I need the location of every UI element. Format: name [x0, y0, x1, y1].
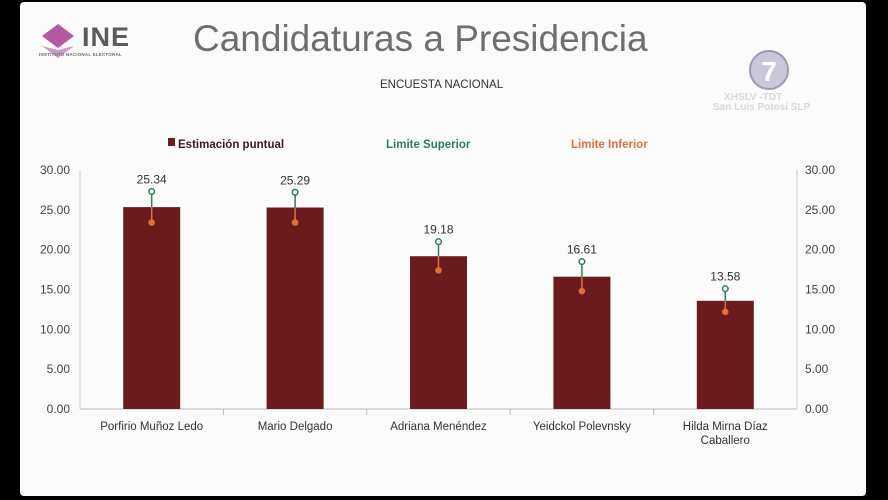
bar-0: [123, 207, 181, 409]
channel-logo-circle: [749, 50, 789, 90]
chart-bars: 25.34 Porfirio Muñoz Ledo 25.29 Mario Delga…: [100, 173, 768, 447]
data-label-0: 25.34: [137, 173, 167, 187]
chart-legend: Estimación puntual Limite Superior Limit…: [168, 138, 648, 151]
bar-4: [696, 300, 754, 409]
upper-limit-point-1: [291, 188, 299, 196]
y-tick-right-6: 30.00: [805, 163, 835, 177]
y-tick-left-4: 20.00: [40, 243, 70, 257]
watermark-line1: XHSLV -TDT: [724, 92, 783, 103]
page-title: Candidaturas a Presidencia: [193, 18, 648, 59]
bar-1: [266, 207, 324, 409]
ine-chevron-shape: [42, 46, 74, 58]
upper-limit-point-0: [148, 187, 156, 196]
ine-logo-icon: [42, 24, 74, 58]
category-label-2: Adriana Menéndez: [390, 421, 487, 433]
y-tick-left-2: 10.00: [40, 322, 70, 336]
y-tick-right-1: 5.00: [805, 362, 829, 376]
y-tick-left-0: 0.00: [47, 402, 71, 416]
ine-diamond-shape: [42, 24, 74, 48]
legend-label-inferior: Limite Inferior: [571, 139, 648, 151]
y-tick-left-6: 30.00: [40, 163, 70, 177]
upper-limit-point-3: [578, 258, 586, 266]
lower-limit-point-0: [148, 219, 155, 226]
y-tick-right-4: 20.00: [805, 243, 835, 257]
lower-limit-point-3: [578, 287, 586, 295]
legend-label-superior: Limite Superior: [386, 139, 471, 151]
legend-swatch-estimacion: [168, 138, 175, 146]
data-label-1: 25.29: [280, 173, 310, 187]
lower-limit-point-2: [435, 267, 442, 274]
data-label-3: 16.61: [567, 243, 597, 257]
logo-subtext: INSTITUTO NACIONAL ELECTORAL: [39, 52, 122, 57]
category-label-4-line1: Hilda Mirna Díaz: [683, 421, 768, 433]
bar-2: [410, 256, 467, 409]
y-tick-right-0: 0.00: [805, 402, 829, 416]
chart-axes: 0.00 0.00 5.00 5.00 10.00 10.00 15.00 15.00 20.0…: [40, 163, 835, 416]
upper-limit-point-4: [721, 285, 729, 293]
logo-text: INE: [82, 22, 131, 52]
category-label-1: Mario Delgado: [258, 421, 333, 433]
lower-limit-point-4: [722, 308, 729, 316]
channel-logo-icon: 7: [749, 50, 789, 90]
y-tick-right-2: 10.00: [805, 322, 835, 336]
category-label-0: Porfirio Muñoz Ledo: [100, 421, 203, 433]
category-label-3: Yeidckol Polevnsky: [533, 421, 631, 433]
y-tick-left-1: 5.00: [47, 362, 71, 376]
bar-3: [553, 276, 611, 409]
data-label-2: 19.18: [423, 223, 453, 237]
upper-limit-point-2: [434, 238, 443, 246]
page-subtitle: ENCUESTA NACIONAL: [380, 79, 504, 91]
channel-number: 7: [761, 56, 777, 87]
lower-limit-point-1: [291, 219, 299, 226]
category-label-4-line2: Caballero: [701, 435, 750, 447]
legend-label-estimacion: Estimación puntual: [178, 139, 284, 151]
y-tick-left-5: 25.00: [40, 203, 70, 217]
y-tick-right-3: 15.00: [805, 283, 835, 297]
y-tick-right-5: 25.00: [805, 203, 835, 217]
y-tick-left-3: 15.00: [40, 283, 70, 297]
watermark-line2: San Luis Potosí SLP: [713, 102, 811, 113]
data-label-4: 13.58: [710, 270, 740, 284]
